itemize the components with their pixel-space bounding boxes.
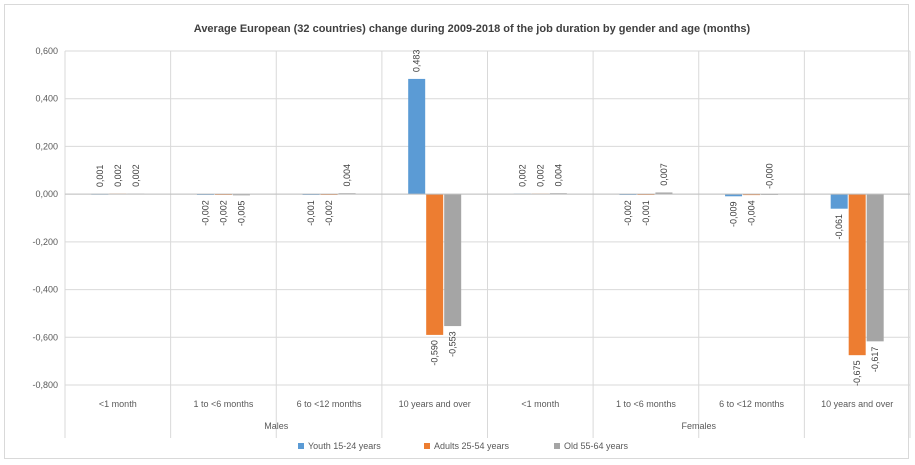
bar bbox=[408, 78, 426, 195]
bar bbox=[848, 194, 866, 356]
data-label: -0,617 bbox=[870, 347, 880, 373]
x-category-label: <1 month bbox=[99, 399, 137, 409]
legend-swatch bbox=[298, 443, 304, 449]
y-tick-label: -0,400 bbox=[32, 285, 58, 295]
legend-label: Youth 15-24 years bbox=[308, 441, 381, 451]
y-tick-label: 0,200 bbox=[35, 141, 58, 151]
data-label: 0,002 bbox=[517, 164, 527, 187]
legend-label: Old 55-64 years bbox=[564, 441, 629, 451]
data-label: -0,005 bbox=[236, 201, 246, 227]
data-label: 0,004 bbox=[342, 164, 352, 187]
data-label: -0,002 bbox=[324, 200, 334, 226]
bar bbox=[232, 194, 250, 196]
data-label: -0,002 bbox=[623, 200, 633, 226]
data-label: -0,553 bbox=[448, 331, 458, 357]
chart-title: Average European (32 countries) change d… bbox=[194, 23, 751, 35]
data-label: -0,009 bbox=[729, 202, 739, 228]
data-label: 0,004 bbox=[553, 164, 563, 187]
x-category-label: 10 years and over bbox=[821, 399, 893, 409]
y-tick-label: 0,600 bbox=[35, 46, 58, 56]
data-label: -0,675 bbox=[852, 360, 862, 386]
data-label: 0,002 bbox=[131, 164, 141, 187]
x-group-label: Males bbox=[264, 421, 289, 431]
legend-swatch bbox=[554, 443, 560, 449]
x-category-label: 1 to <6 months bbox=[194, 399, 254, 409]
bar bbox=[426, 194, 444, 335]
bar bbox=[444, 194, 462, 327]
data-label: -0,590 bbox=[430, 340, 440, 366]
data-label: 0,483 bbox=[412, 50, 422, 73]
y-tick-label: -0,200 bbox=[32, 237, 58, 247]
data-label: 0,002 bbox=[113, 164, 123, 187]
bar bbox=[830, 194, 848, 209]
x-category-label: 1 to <6 months bbox=[616, 399, 676, 409]
data-label: -0,001 bbox=[306, 200, 316, 226]
x-category-label: 6 to <12 months bbox=[297, 399, 362, 409]
legend-label: Adults 25-54 years bbox=[434, 441, 510, 451]
bar bbox=[866, 194, 884, 342]
data-label: -0,061 bbox=[834, 214, 844, 240]
data-label: 0,001 bbox=[95, 165, 105, 188]
data-label: -0,000 bbox=[765, 163, 775, 189]
y-tick-label: -0,600 bbox=[32, 332, 58, 342]
data-label: -0,002 bbox=[200, 200, 210, 226]
data-label: -0,001 bbox=[641, 200, 651, 226]
data-label: 0,007 bbox=[659, 163, 669, 186]
x-category-label: 6 to <12 months bbox=[719, 399, 784, 409]
data-label: -0,002 bbox=[218, 200, 228, 226]
x-category-label: <1 month bbox=[521, 399, 559, 409]
legend-swatch bbox=[424, 443, 430, 449]
data-label: 0,002 bbox=[535, 164, 545, 187]
data-label: -0,004 bbox=[747, 200, 757, 226]
bar bbox=[655, 192, 673, 195]
bar bbox=[725, 194, 743, 197]
y-tick-label: 0,400 bbox=[35, 94, 58, 104]
x-group-label: Females bbox=[681, 421, 716, 431]
y-tick-label: 0,000 bbox=[35, 189, 58, 199]
y-tick-label: -0,800 bbox=[32, 380, 58, 390]
x-category-label: 10 years and over bbox=[399, 399, 471, 409]
